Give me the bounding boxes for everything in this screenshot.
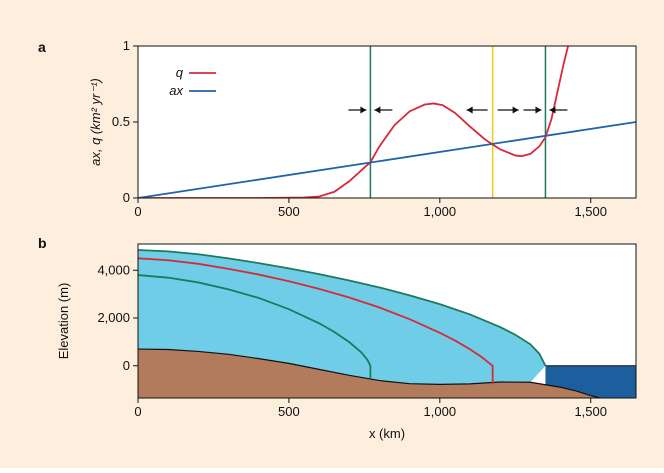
panel-b-y-axis-label: Elevation (m) [56, 283, 71, 360]
panel-a-ticks: 0 500 1,000 1,500 0 0.5 1 [112, 38, 607, 219]
ice-sheet [138, 249, 546, 385]
series-line-ax [138, 121, 636, 198]
panel-a: 0 500 1,000 1,500 0 0.5 1 q ax ax, q (km² yr⁻¹) [88, 38, 637, 219]
arrow-left-2 [523, 106, 542, 114]
panel-b-frame [137, 243, 637, 399]
panel-a-series [138, 46, 636, 198]
panel-b-ticks: 0 500 1,000 1,500 0 2,000 4,000 [97, 262, 607, 419]
ice-profile-2 [138, 274, 372, 379]
x-tick-label: 1,500 [574, 404, 607, 419]
series-line-q [138, 46, 569, 198]
panel-a-y-axis-label: ax, q (km² yr⁻¹) [88, 78, 103, 166]
x-tick-label: 0 [134, 404, 141, 419]
arrow-right-2 [549, 106, 568, 114]
arrow-left-0 [348, 106, 367, 114]
panel-a-plot-area [138, 46, 636, 198]
x-tick-label: 0 [134, 204, 141, 219]
y-tick-label: 0.5 [112, 114, 130, 129]
panel-a-legend: q ax [169, 65, 216, 98]
ice-profile-0 [138, 249, 547, 367]
y-tick-label: 1 [123, 38, 130, 53]
arrow-right-1 [497, 106, 519, 114]
legend-label-q: q [176, 65, 184, 80]
x-tick-label: 500 [278, 204, 300, 219]
y-tick-label: 0 [123, 358, 130, 373]
bedrock-outline [138, 348, 600, 398]
x-tick-label: 1,000 [424, 204, 457, 219]
panel-b-fills [138, 249, 636, 398]
x-tick-label: 1,500 [574, 204, 607, 219]
ice-profile-1 [138, 257, 494, 385]
bedrock [138, 349, 600, 398]
panel-b-x-axis-label: x (km) [369, 426, 405, 441]
panel-b-label: b [38, 235, 47, 251]
x-tick-label: 500 [278, 404, 300, 419]
panel-a-label: a [38, 39, 46, 55]
x-tick-label: 1,000 [424, 404, 457, 419]
y-tick-label: 4,000 [97, 262, 130, 277]
panel-a-arrows [348, 106, 568, 114]
panel-a-vertical-lines [369, 46, 547, 198]
y-tick-label: 2,000 [97, 310, 130, 325]
y-tick-label: 0 [123, 190, 130, 205]
arrow-left-1 [466, 106, 488, 114]
panel-b-profiles [138, 249, 547, 385]
arrow-right-0 [374, 106, 393, 114]
legend-label-ax: ax [169, 83, 183, 98]
